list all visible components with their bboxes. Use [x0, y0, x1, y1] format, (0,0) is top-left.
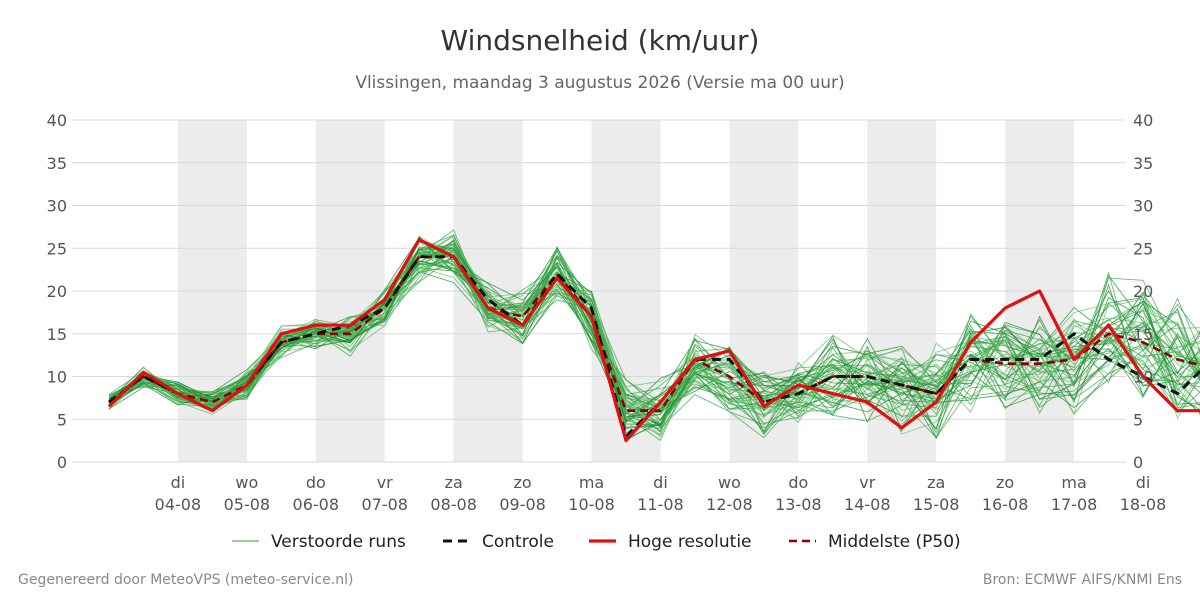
xtick-day: ma	[579, 473, 604, 492]
xtick-date: 15-08	[913, 495, 960, 514]
legend: Verstoorde runs Controle Hoge resolutie Mid…	[232, 532, 961, 552]
ensemble-run	[108, 234, 1200, 410]
legend-label-hoge: Hoge resolutie	[628, 532, 752, 552]
xtick-date: 18-08	[1120, 495, 1167, 514]
xtick-day: do	[788, 473, 808, 492]
series-hoge-resolutie	[107, 238, 1200, 443]
ytick-right: 20	[1133, 282, 1153, 301]
xtick-date: 06-08	[293, 495, 340, 514]
ytick-right: 10	[1133, 368, 1153, 387]
xtick-day: ma	[1061, 473, 1086, 492]
ensemble-run	[108, 235, 1200, 423]
xtick-day: vr	[859, 473, 875, 492]
xtick-day: zo	[514, 473, 532, 492]
ytick-left: 40	[47, 111, 67, 130]
ytick-right: 5	[1133, 410, 1143, 429]
footer-source: Bron: ECMWF AIFS/KNMI Ens	[982, 572, 1182, 588]
ensemble-run	[108, 256, 1200, 429]
ensemble-run	[108, 260, 1200, 429]
xtick-day: za	[927, 473, 945, 492]
xtick-day: di	[171, 473, 186, 492]
ensemble-run	[108, 255, 1200, 429]
ytick-right: 30	[1133, 197, 1153, 216]
xtick-date: 08-08	[430, 495, 477, 514]
grid-lines	[72, 119, 1126, 463]
xtick-day: zo	[996, 473, 1014, 492]
xtick-day: di	[653, 473, 668, 492]
xtick-day: do	[306, 473, 326, 492]
xtick-day: di	[1136, 473, 1151, 492]
ytick-right: 35	[1133, 154, 1153, 173]
ytick-right: 15	[1133, 325, 1153, 344]
legend-label-controle: Controle	[482, 532, 554, 552]
ytick-left: 10	[47, 368, 67, 387]
xtick-date: 09-08	[499, 495, 546, 514]
xtick-date: 14-08	[844, 495, 891, 514]
ytick-left: 5	[57, 410, 67, 429]
ensemble-run	[108, 234, 1200, 425]
ytick-left: 35	[47, 154, 67, 173]
legend-label-middelste: Middelste (P50)	[828, 532, 961, 552]
footer-generated-by: Gegenereerd door MeteoVPS (meteo-service…	[18, 572, 354, 588]
ytick-right: 25	[1133, 239, 1153, 258]
xtick-date: 10-08	[568, 495, 615, 514]
xtick-date: 17-08	[1051, 495, 1098, 514]
xtick-date: 07-08	[361, 495, 408, 514]
wind-chart: 0 0 5 5 10 10 15 15 20 20 25 25 30 30 35 35 40 40 di 04-08 w…	[47, 111, 1200, 552]
main-series	[107, 238, 1200, 443]
xtick-day: za	[445, 473, 463, 492]
xtick-date: 12-08	[706, 495, 753, 514]
chart-subtitle: Vlissingen, maandag 3 augustus 2026 (Ver…	[355, 73, 845, 93]
axes: 0 0 5 5 10 10 15 15 20 20 25 25 30 30 35 35 40 40 di 04-08 w…	[47, 111, 1167, 514]
ensemble-run	[108, 248, 1200, 428]
xtick-day: vr	[377, 473, 393, 492]
ytick-left: 30	[47, 197, 67, 216]
ensemble-run	[108, 237, 1200, 431]
ytick-left: 15	[47, 325, 67, 344]
ytick-left: 25	[47, 239, 67, 258]
series-controle	[108, 255, 1200, 438]
xtick-date: 16-08	[982, 495, 1029, 514]
ytick-left: 0	[57, 453, 67, 472]
xtick-date: 04-08	[155, 495, 202, 514]
ytick-right: 40	[1133, 111, 1153, 130]
xtick-day: wo	[718, 473, 741, 492]
ytick-right: 0	[1133, 453, 1143, 472]
xtick-day: wo	[235, 473, 258, 492]
xtick-date: 11-08	[637, 495, 684, 514]
chart-title: Windsnelheid (km/uur)	[440, 24, 760, 57]
legend-label-verstoorde: Verstoorde runs	[271, 532, 406, 552]
ensemble-run	[108, 244, 1200, 422]
ensemble-run	[108, 240, 1200, 425]
xtick-date: 05-08	[224, 495, 271, 514]
ensemble-run	[108, 256, 1200, 436]
ensemble-run	[108, 229, 1200, 419]
ensemble-run	[108, 248, 1200, 435]
ytick-left: 20	[47, 282, 67, 301]
ensemble-run	[108, 257, 1200, 430]
xtick-date: 13-08	[775, 495, 822, 514]
ensemble-run	[108, 248, 1200, 440]
